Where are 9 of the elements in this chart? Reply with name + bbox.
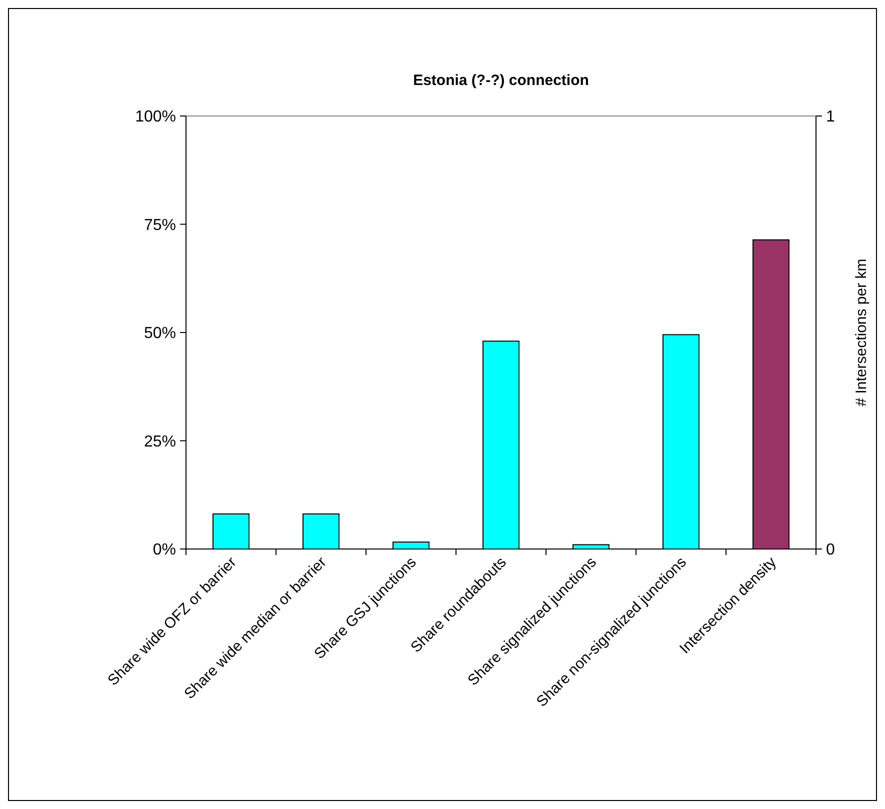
chart-title: Estonia (?-?) connection (413, 72, 589, 89)
y-tick-label: 100% (135, 108, 176, 126)
y2-tick-label: 0 (826, 542, 835, 559)
y-tick-label: 25% (144, 433, 176, 450)
y2-tick-label: 1 (826, 108, 835, 126)
y-tick-label: 50% (144, 325, 176, 342)
y-tick-label: 75% (144, 216, 176, 234)
y-tick-label: 0% (152, 542, 176, 559)
y2-axis-title: # Intersections per km (853, 258, 870, 406)
